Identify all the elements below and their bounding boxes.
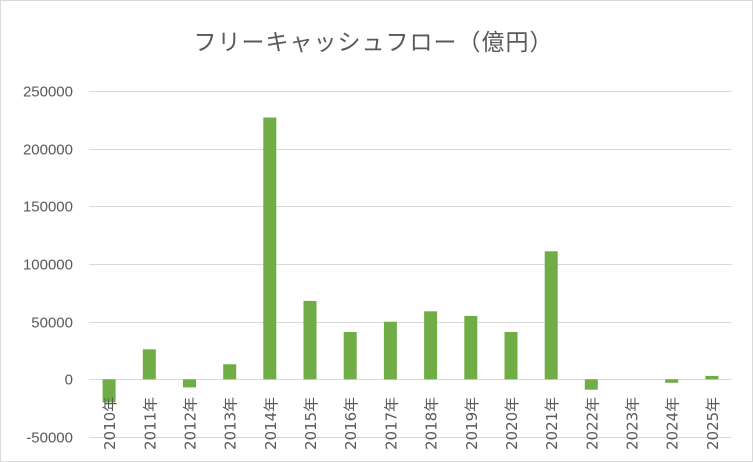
bar: [263, 117, 277, 380]
bar: [584, 379, 598, 390]
y-tick-label: 150000: [23, 199, 73, 216]
x-tick-label: 2012年: [181, 397, 199, 450]
y-tick-label: 100000: [23, 257, 73, 274]
y-tick-label: -50000: [26, 430, 73, 447]
bar: [665, 379, 679, 383]
y-axis-labels: 250000 200000 150000 100000 50000 0 -50000: [23, 84, 73, 447]
y-tick-label: 200000: [23, 142, 73, 159]
x-tick-label: 2021年: [543, 397, 561, 450]
bar: [102, 379, 116, 403]
x-tick-label: 2016年: [342, 397, 360, 450]
y-tick-label: 0: [65, 372, 73, 389]
x-tick-label: 2017年: [382, 397, 400, 450]
bar: [303, 300, 317, 380]
bar: [223, 364, 237, 380]
x-axis-labels: 2010年 2011年 2012年 2013年 2014年 2015年 2016年 2017年…: [101, 397, 722, 450]
bar: [142, 349, 156, 380]
bar: [464, 315, 478, 380]
y-tick-label: 250000: [23, 84, 73, 101]
x-tick-label: 2013年: [222, 397, 240, 450]
y-tick-label: 50000: [31, 315, 73, 332]
bar: [544, 251, 558, 380]
x-tick-label: 2024年: [664, 397, 682, 450]
x-tick-label: 2011年: [141, 397, 159, 450]
x-tick-label: 2025年: [704, 397, 722, 450]
bar: [343, 332, 357, 380]
bar: [504, 332, 518, 380]
chart-title: フリーキャッシュフロー（億円）: [193, 30, 554, 56]
bars: [102, 117, 719, 403]
gridlines: [89, 91, 732, 438]
bar: [424, 311, 438, 380]
x-tick-label: 2022年: [583, 397, 601, 450]
x-tick-label: 2023年: [624, 397, 642, 450]
bar: [383, 321, 397, 380]
x-tick-label: 2010年: [101, 397, 119, 450]
x-tick-label: 2014年: [262, 397, 280, 450]
bar: [183, 379, 196, 388]
x-tick-label: 2015年: [302, 397, 320, 450]
x-tick-label: 2018年: [423, 397, 441, 450]
x-tick-label: 2019年: [463, 397, 481, 450]
x-tick-label: 2020年: [503, 397, 521, 450]
bar: [705, 375, 719, 380]
